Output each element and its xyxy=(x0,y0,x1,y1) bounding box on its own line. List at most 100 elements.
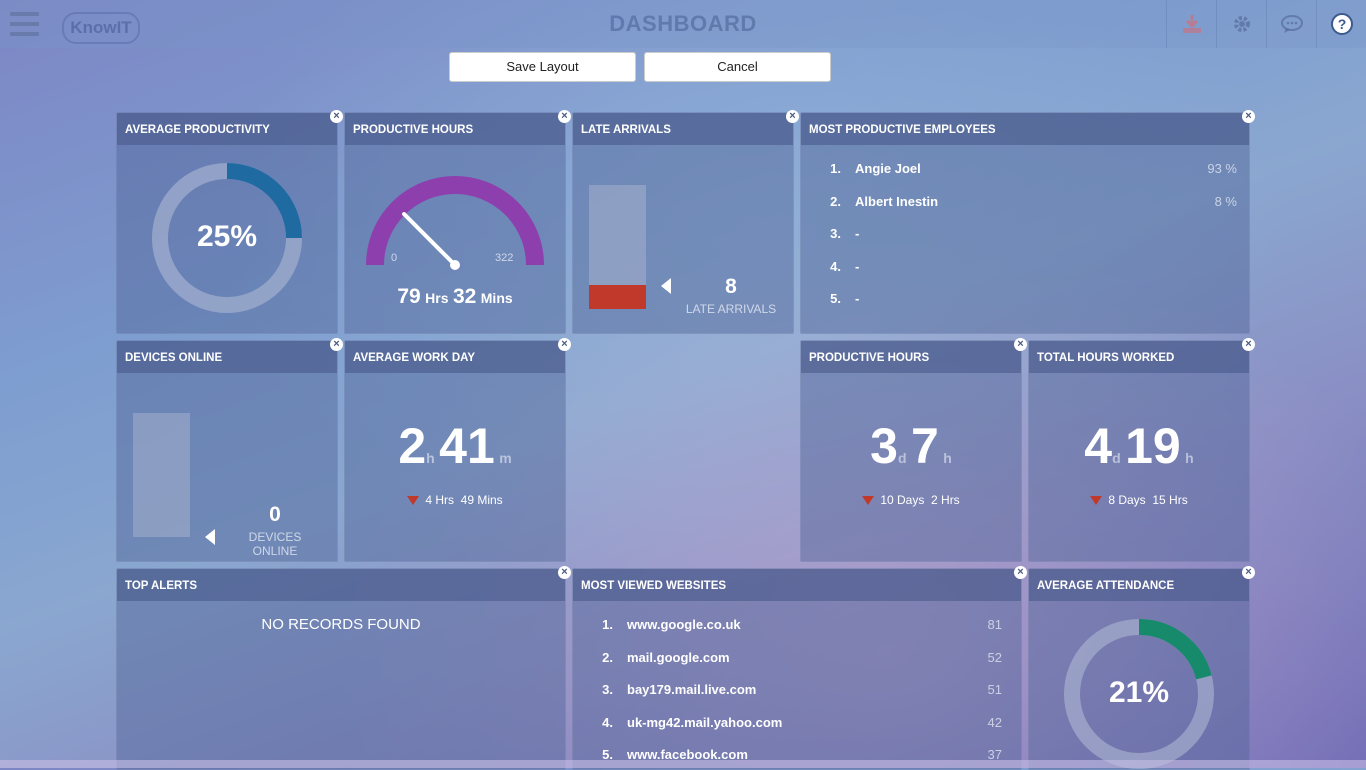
list-item[interactable]: 3. bay179.mail.live.com 51 xyxy=(573,682,1021,702)
days-unit: d xyxy=(897,450,907,466)
employee-value: 8 % xyxy=(1214,194,1237,209)
productive-hours-change: 10 Days 2 Hrs xyxy=(801,493,1021,507)
widget-title: AVERAGE PRODUCTIVITY xyxy=(117,113,337,145)
list-item[interactable]: 2. Albert Inestin 8 % xyxy=(801,194,1249,214)
close-icon[interactable]: × xyxy=(786,110,799,123)
widget-average-attendance: AVERAGE ATTENDANCE 21% xyxy=(1028,568,1250,770)
hours-gauge xyxy=(366,176,544,270)
change-part: 8 Days xyxy=(1108,493,1146,507)
work-day-hours: 2 xyxy=(398,418,427,474)
app-logo[interactable]: KnowIT xyxy=(62,12,140,44)
attendance-value: 21% xyxy=(1108,676,1170,709)
gauge-hours-unit: Hrs xyxy=(425,290,449,306)
list-item[interactable]: 1. www.google.co.uk 81 xyxy=(573,617,1021,637)
productivity-value: 25% xyxy=(196,220,258,253)
employee-value: 93 % xyxy=(1207,161,1237,176)
employee-name: - xyxy=(855,291,860,306)
save-layout-button[interactable]: Save Layout xyxy=(449,52,636,82)
rank-number: 5. xyxy=(602,747,613,762)
gauge-min: 0 xyxy=(391,252,398,264)
hamburger-menu-icon[interactable] xyxy=(10,12,39,36)
close-icon[interactable]: × xyxy=(1014,338,1027,351)
employee-name: Angie Joel xyxy=(855,161,921,176)
productivity-donut xyxy=(152,163,302,313)
work-day-mins: 41 xyxy=(439,418,495,474)
total-hours-change: 8 Days 15 Hrs xyxy=(1029,493,1249,507)
gauge-arc xyxy=(366,176,544,266)
pointer-icon xyxy=(661,278,671,294)
work-day-value: 2h 41 m xyxy=(345,417,565,475)
widget-average-work-day: AVERAGE WORK DAY 2h 41 m 4 Hrs 49 Mins xyxy=(344,340,566,562)
rank-number: 3. xyxy=(602,682,613,697)
rank-number: 1. xyxy=(602,617,613,632)
close-icon[interactable]: × xyxy=(558,566,571,579)
value-days: 3 xyxy=(870,418,898,474)
gauge-mins-unit: Mins xyxy=(480,290,513,306)
change-part: 4 Hrs xyxy=(425,493,454,507)
rank-number: 4. xyxy=(602,715,613,730)
employee-name: Albert Inestin xyxy=(855,194,939,209)
employee-name: - xyxy=(855,226,860,241)
list-item[interactable]: 1. Angie Joel 93 % xyxy=(801,161,1249,181)
close-icon[interactable]: × xyxy=(1242,338,1255,351)
work-day-change: 4 Hrs 49 Mins xyxy=(345,493,565,507)
gauge-needle xyxy=(402,212,457,267)
rank-number: 3. xyxy=(830,226,841,241)
widget-title: LATE ARRIVALS xyxy=(573,113,793,145)
rank-number: 1. xyxy=(830,161,841,176)
gauge-mins: 32 xyxy=(452,285,477,308)
widget-top-alerts: TOP ALERTS NO RECORDS FOUND xyxy=(116,568,566,770)
employee-name: - xyxy=(855,259,860,274)
bottom-strip xyxy=(0,760,1366,768)
close-icon[interactable]: × xyxy=(1242,110,1255,123)
list-item[interactable]: 4. uk-mg42.mail.yahoo.com 42 xyxy=(573,715,1021,735)
website-count: 37 xyxy=(987,747,1002,762)
close-icon[interactable]: × xyxy=(558,110,571,123)
down-arrow-icon xyxy=(407,496,420,505)
list-item[interactable]: 2. mail.google.com 52 xyxy=(573,650,1021,670)
down-arrow-icon xyxy=(1090,496,1103,505)
close-icon[interactable]: × xyxy=(1242,566,1255,579)
value-hours: 19 xyxy=(1125,418,1181,474)
widget-most-viewed-websites: MOST VIEWED WEBSITES 1. www.google.co.uk… xyxy=(572,568,1022,770)
chat-icon[interactable] xyxy=(1266,0,1316,48)
cancel-button[interactable]: Cancel xyxy=(644,52,831,82)
list-item[interactable]: 5. www.facebook.com 37 xyxy=(573,747,1021,767)
widget-total-hours-worked: TOTAL HOURS WORKED 4d 19 h 8 Days 15 Hrs xyxy=(1028,340,1250,562)
widget-title: PRODUCTIVE HOURS xyxy=(801,341,1021,373)
widget-title: TOTAL HOURS WORKED xyxy=(1029,341,1249,373)
widget-title: PRODUCTIVE HOURS xyxy=(345,113,565,145)
list-item: 5. - xyxy=(801,291,1249,311)
change-part: 2 Hrs xyxy=(931,493,960,507)
website-name: bay179.mail.live.com xyxy=(627,682,757,697)
close-icon[interactable]: × xyxy=(330,338,343,351)
close-icon[interactable]: × xyxy=(558,338,571,351)
rank-number: 2. xyxy=(602,650,613,665)
late-arrivals-value: 8 xyxy=(725,275,737,298)
gauge-hours: 79 xyxy=(397,285,421,308)
widget-title: AVERAGE ATTENDANCE xyxy=(1029,569,1249,601)
website-count: 51 xyxy=(987,682,1002,697)
rank-number: 5. xyxy=(830,291,841,306)
change-part: 15 Hrs xyxy=(1152,493,1188,507)
gear-icon[interactable] xyxy=(1216,0,1266,48)
widget-title: TOP ALERTS xyxy=(117,569,565,601)
rank-number: 4. xyxy=(830,259,841,274)
widget-devices-online: DEVICES ONLINE 0 DEVICES ONLINE xyxy=(116,340,338,562)
close-icon[interactable]: × xyxy=(330,110,343,123)
download-icon[interactable] xyxy=(1166,0,1216,48)
widget-title: DEVICES ONLINE xyxy=(117,341,337,373)
hours-unit: h xyxy=(943,450,952,466)
hours-unit: h xyxy=(1185,450,1194,466)
top-bar: KnowIT DASHBOARD ? xyxy=(0,0,1366,48)
rank-number: 2. xyxy=(830,194,841,209)
devices-online-value: 0 xyxy=(269,503,281,526)
close-icon[interactable]: × xyxy=(1014,566,1027,579)
website-count: 42 xyxy=(987,715,1002,730)
change-part: 49 Mins xyxy=(460,493,503,507)
website-name: uk-mg42.mail.yahoo.com xyxy=(627,715,783,730)
widget-most-productive-employees: MOST PRODUCTIVE EMPLOYEES 1. Angie Joel … xyxy=(800,112,1250,334)
help-icon[interactable]: ? xyxy=(1316,0,1366,48)
website-name: www.facebook.com xyxy=(627,747,748,762)
list-item: 4. - xyxy=(801,259,1249,279)
